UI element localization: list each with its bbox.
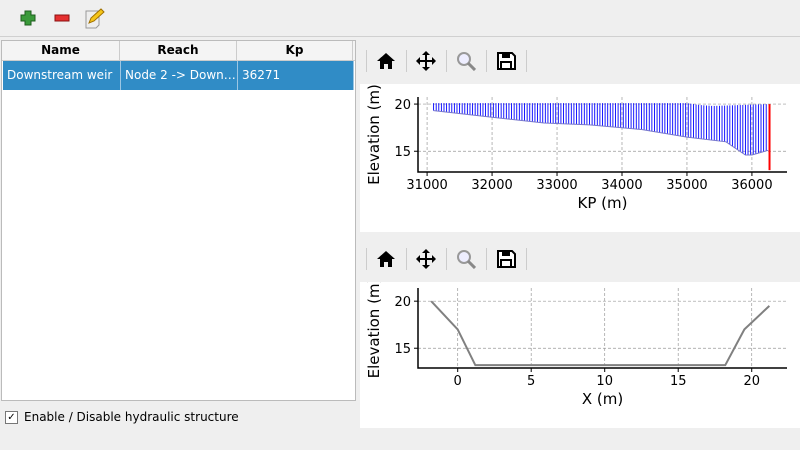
add-icon: [20, 10, 36, 26]
main-toolbar: [0, 0, 800, 37]
bed-line: [433, 110, 769, 156]
y-tick-label: 20: [394, 295, 411, 310]
x-tick-label: 0: [454, 374, 462, 389]
x-tick-label: 10: [596, 374, 613, 389]
toolbar-separator: [446, 50, 447, 72]
column-header-name[interactable]: Name: [2, 41, 120, 60]
toolbar-separator: [366, 248, 367, 270]
home-button[interactable]: [372, 246, 400, 272]
home-icon: [377, 53, 395, 69]
checkbox-mark[interactable]: ✓: [5, 410, 18, 424]
save-button[interactable]: [492, 48, 520, 74]
pan-button[interactable]: [412, 246, 440, 272]
y-tick-label: 15: [394, 342, 411, 357]
y-tick-label: 20: [394, 98, 411, 113]
cell-reach[interactable]: Node 2 -> Down…: [121, 61, 238, 90]
x-tick-label: 32000: [471, 178, 512, 193]
toolbar-separator: [526, 248, 527, 270]
y-axis-label: Elevation (m): [365, 84, 383, 185]
plot-cross-section: 0 5 10 15 20 15 20 X (m) Elevation (m): [360, 278, 800, 428]
x-tick-label: 5: [527, 374, 535, 389]
pan-button[interactable]: [412, 48, 440, 74]
toolbar-separator: [486, 50, 487, 72]
toolbar-separator: [366, 50, 367, 72]
edit-button[interactable]: [82, 6, 106, 30]
axes-frame: [417, 97, 787, 173]
home-icon: [377, 251, 395, 267]
table-row[interactable]: Downstream weir Node 2 -> Down… 36271: [3, 61, 354, 90]
pan-icon: [416, 51, 436, 71]
remove-button[interactable]: [50, 6, 74, 30]
x-axis-label: X (m): [582, 390, 623, 408]
column-header-kp[interactable]: Kp: [237, 41, 353, 60]
save-button[interactable]: [492, 246, 520, 272]
y-axis-label: Elevation (m): [365, 282, 383, 378]
table-header: Name Reach Kp: [2, 41, 355, 61]
x-tick-label: 33000: [536, 178, 577, 193]
cell-name[interactable]: Downstream weir: [3, 61, 121, 90]
edit-icon: [85, 8, 105, 29]
zoom-icon: [457, 250, 476, 269]
toolbar-separator: [406, 248, 407, 270]
x-tick-label: 20: [743, 374, 760, 389]
remove-icon: [54, 14, 70, 22]
x-tick-label: 34000: [601, 178, 642, 193]
toolbar-separator: [486, 248, 487, 270]
plot-toolbar-1: [360, 42, 800, 78]
x-tick-label: 36000: [731, 178, 772, 193]
structures-table: Name Reach Kp Downstream weir Node 2 -> …: [1, 40, 356, 401]
add-button[interactable]: [16, 6, 40, 30]
zoom-button[interactable]: [452, 48, 480, 74]
save-icon: [497, 250, 516, 268]
toolbar-separator: [446, 248, 447, 270]
x-tick-label: 15: [670, 374, 687, 389]
y-tick-label: 15: [394, 145, 411, 160]
checkbox-label: Enable / Disable hydraulic structure: [24, 410, 239, 424]
pan-icon: [416, 249, 436, 269]
enable-structure-checkbox[interactable]: ✓ Enable / Disable hydraulic structure: [5, 410, 239, 424]
toolbar-separator: [526, 50, 527, 72]
x-tick-label: 31000: [406, 178, 447, 193]
cross-section-line: [430, 300, 771, 367]
column-header-reach[interactable]: Reach: [120, 41, 237, 60]
zoom-icon: [457, 52, 476, 71]
x-tick-label: 35000: [666, 178, 707, 193]
toolbar-separator: [406, 50, 407, 72]
cell-kp[interactable]: 36271: [238, 61, 354, 90]
save-icon: [497, 52, 516, 70]
zoom-button[interactable]: [452, 246, 480, 272]
axes-frame: [417, 288, 787, 369]
x-axis-label: KP (m): [578, 194, 628, 212]
home-button[interactable]: [372, 48, 400, 74]
plot-profile: 31000 32000 33000 34000 35000 36000 15 20 KP (m)…: [360, 84, 800, 232]
plot-toolbar-2: [360, 240, 800, 276]
